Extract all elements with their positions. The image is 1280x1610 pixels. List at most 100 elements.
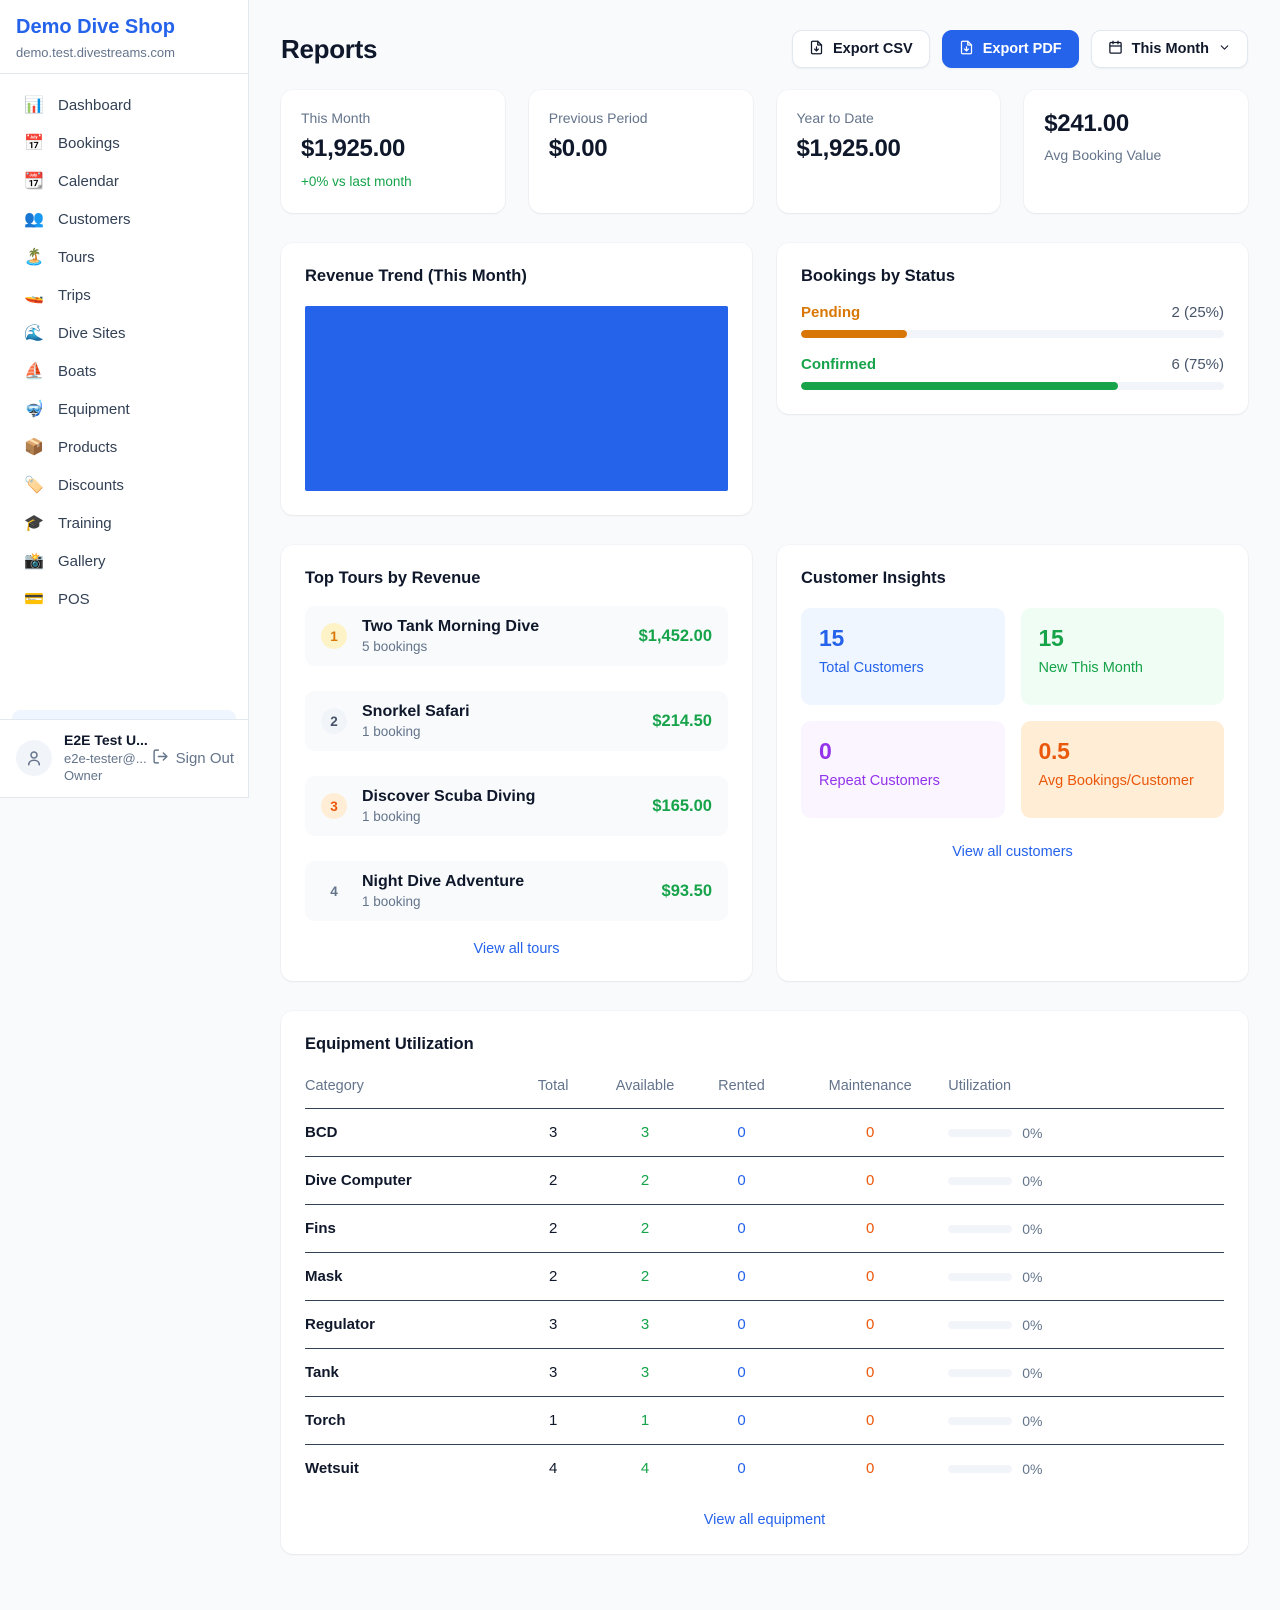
equipment-rented: 0 (737, 1460, 746, 1477)
sidebar-item-trips[interactable]: 🚤 Trips (12, 278, 236, 313)
table-row: Wetsuit 4 4 0 0 0% (305, 1445, 1224, 1493)
insight-tile-new-this-month: 15 New This Month (1020, 608, 1224, 705)
user-email: e2e-tester@... (64, 750, 147, 766)
view-all-customers-link[interactable]: View all customers (952, 844, 1073, 860)
sidebar-item-label: Discounts (58, 477, 124, 494)
rank-badge: 4 (330, 883, 338, 899)
equipment-rented: 0 (690, 1252, 793, 1301)
status-row-pending: Pending 2 (25%) (801, 304, 1224, 338)
stat-label: This Month (301, 110, 371, 126)
user-meta: E2E Test U... e2e-tester@... Owner (64, 732, 148, 785)
tour-amount: $214.50 (652, 711, 712, 730)
progress-track (801, 330, 1224, 338)
sidebar-item-dive-sites[interactable]: 🌊 Dive Sites (12, 316, 236, 351)
stat-value: $1,925.00 (301, 135, 406, 162)
sidebar-item-bookings[interactable]: 📅 Bookings (12, 126, 236, 161)
sidebar-item-label: POS (58, 591, 90, 608)
sidebar-item-label: Trips (58, 287, 91, 304)
export-csv-label: Export CSV (832, 41, 913, 57)
shop-name: Demo Dive Shop (16, 16, 175, 38)
equipment-category: Dive Computer (305, 1156, 508, 1205)
chevron-down-icon (1218, 41, 1231, 58)
top-tours-card: Top Tours by Revenue 1 Two Tank Morning … (281, 545, 752, 981)
header-actions: Export CSV Export PDF This Month (791, 30, 1248, 68)
main-content: Reports Export CSV Export PDF This Month (281, 0, 1248, 1554)
table-row: Fins 2 2 0 0 0% (305, 1204, 1224, 1253)
insight-label: Avg Bookings/Customer (1038, 773, 1194, 789)
equipment-total: 2 (507, 1252, 600, 1301)
sidebar-item-customers[interactable]: 👥 Customers (12, 202, 236, 237)
equipment-maintenance: 0 (792, 1348, 949, 1397)
status-value: 6 (75%) (1171, 356, 1224, 373)
top-tours-title: Top Tours by Revenue (305, 569, 481, 587)
equipment-maintenance: 0 (792, 1204, 949, 1253)
equipment-category: Fins (305, 1204, 508, 1253)
sidebar-item-label: Dive Sites (58, 325, 126, 342)
utilization-percent: 0% (1022, 1220, 1043, 1237)
utilization-percent: 0% (1022, 1268, 1043, 1285)
sidebar-item-equipment[interactable]: 🤿 Equipment (12, 392, 236, 427)
tour-bookings-count: 1 booking (362, 724, 421, 739)
column-header-category: Category (305, 1066, 508, 1109)
sidebar-item-tours[interactable]: 🏝️ Tours (12, 240, 236, 275)
equipment-total: 2 (507, 1156, 600, 1205)
bookings-by-status-card: Bookings by Status Pending 2 (25%) Confi… (777, 243, 1248, 414)
sidebar-item-dashboard[interactable]: 📊 Dashboard (12, 88, 236, 123)
utilization-cell: 0% (948, 1317, 1224, 1333)
sidebar-item-calendar[interactable]: 📆 Calendar (12, 164, 236, 199)
revenue-trend-card: Revenue Trend (This Month) (281, 243, 752, 515)
tour-row[interactable]: 2 Snorkel Safari 1 booking $214.50 (305, 691, 728, 751)
calendar-date-icon: 📅 (24, 134, 44, 152)
view-all-tours-link[interactable]: View all tours (473, 941, 560, 957)
equipment-available: 1 (599, 1396, 691, 1445)
file-download-icon (809, 40, 824, 59)
status-value: 2 (25%) (1171, 304, 1224, 321)
tour-row[interactable]: 1 Two Tank Morning Dive 5 bookings $1,45… (305, 606, 728, 666)
equipment-rented: 0 (690, 1348, 793, 1397)
equipment-available: 4 (640, 1460, 650, 1477)
sidebar-item-products[interactable]: 📦 Products (12, 430, 236, 465)
equipment-utilization-title: Equipment Utilization (305, 1035, 474, 1053)
equipment-available: 3 (599, 1300, 691, 1349)
sidebar-item-reports-partial[interactable] (12, 709, 236, 719)
period-label: This Month (1131, 41, 1209, 57)
export-csv-button[interactable]: Export CSV (791, 30, 930, 68)
dashboard-chart-icon: 📊 (24, 96, 44, 114)
insight-tile-total-customers: 15 Total Customers (801, 608, 1005, 705)
stat-value: $0.00 (548, 135, 608, 162)
sign-out-icon (152, 748, 169, 769)
column-header-total: Total (507, 1066, 600, 1109)
column-header-maintenance: Maintenance (792, 1066, 949, 1109)
tour-name: Discover Scuba Diving (362, 788, 536, 805)
table-row: Mask 2 2 0 0 0% (305, 1252, 1224, 1301)
export-pdf-button[interactable]: Export PDF (941, 30, 1079, 68)
sidebar-item-discounts[interactable]: 🏷️ Discounts (12, 468, 236, 503)
insight-value: 0 (819, 738, 832, 764)
progress-fill (801, 382, 1119, 390)
user-avatar-icon (16, 740, 52, 777)
sidebar-item-pos[interactable]: 💳 POS (12, 582, 236, 617)
equipment-total: 3 (507, 1108, 600, 1157)
sign-out-button[interactable]: Sign Out (152, 748, 234, 769)
tour-row[interactable]: 3 Discover Scuba Diving 1 booking $165.0… (305, 776, 728, 836)
utilization-percent: 0% (1022, 1364, 1043, 1381)
stat-label: Previous Period (548, 110, 648, 126)
period-dropdown[interactable]: This Month (1090, 30, 1248, 68)
equipment-category: Torch (305, 1396, 508, 1445)
stat-card-avg-booking-value: $241.00 Avg Booking Value (1024, 90, 1248, 213)
view-all-equipment-link[interactable]: View all equipment (703, 1512, 826, 1528)
utilization-cell: 0% (948, 1173, 1224, 1189)
sailboat-icon: ⛵ (24, 362, 44, 380)
equipment-category: Wetsuit (305, 1460, 359, 1477)
speedboat-icon: 🚤 (24, 286, 44, 304)
sidebar-item-boats[interactable]: ⛵ Boats (12, 354, 236, 389)
sidebar-item-gallery[interactable]: 📸 Gallery (12, 544, 236, 579)
sidebar-item-label: Calendar (58, 173, 119, 190)
equipment-rented: 0 (690, 1204, 793, 1253)
tour-row[interactable]: 4 Night Dive Adventure 1 booking $93.50 (305, 861, 728, 921)
utilization-percent: 0% (1022, 1316, 1043, 1333)
tear-off-calendar-icon: 📆 (24, 172, 44, 190)
sidebar-item-training[interactable]: 🎓 Training (12, 506, 236, 541)
export-pdf-label: Export PDF (982, 41, 1062, 57)
page-header: Reports Export CSV Export PDF This Month (281, 30, 1248, 68)
